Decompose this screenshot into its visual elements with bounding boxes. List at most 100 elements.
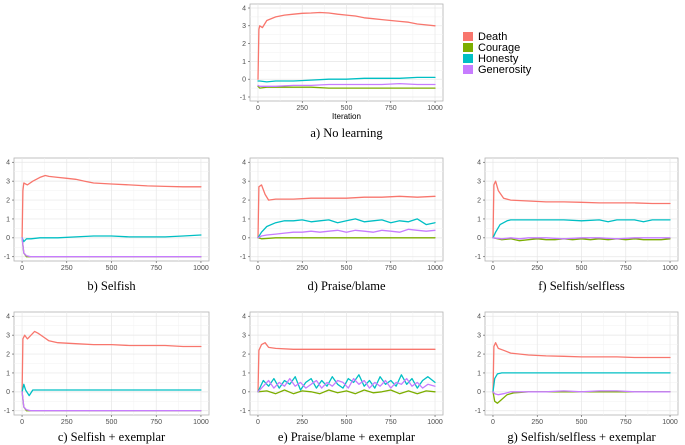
x-tick-label: 1000 [427,265,443,272]
series-line-courage [492,237,671,242]
x-tick-label: 500 [106,265,118,272]
x-tick-label: 750 [620,419,632,426]
y-tick-label: -1 [4,254,10,261]
series-line-honesty [257,218,436,239]
x-tick-label: 500 [341,419,353,426]
x-tick-label: 1000 [427,105,443,112]
x-tick-label: 0 [20,419,24,426]
series-line-generosity [257,377,436,393]
y-tick-label: 4 [6,160,10,167]
x-tick-label: 500 [341,105,353,112]
series-line-death [21,330,202,393]
x-tick-label: 0 [256,265,260,272]
x-tick-label: 250 [296,105,308,112]
series-line-generosity [21,237,202,258]
y-tick-label: 4 [477,160,481,167]
panel-5: 0 250 500 750 1000 -1 0 1 2 3 4 c) Selfish + exempl… [4,311,210,444]
series-line-generosity [257,82,436,87]
panel-4: 0 250 500 750 1000 -1 0 1 2 3 4 f) Selfish/selfless [475,157,679,293]
y-tick-label: 0 [242,235,246,242]
y-tick-label: 4 [242,314,246,321]
y-tick-label: -1 [240,254,246,261]
y-tick-label: 3 [6,333,10,340]
panel-caption: f) Selfish/selfless [538,279,625,293]
x-tick-label: 500 [576,265,588,272]
x-tick-label: 1000 [193,265,209,272]
legend-swatch-generosity [463,65,473,74]
series-line-courage [257,389,436,395]
panel-6: 0 250 500 750 1000 -1 0 1 2 3 4 e) Praise/blame + e… [240,311,444,444]
y-tick-label: 3 [477,333,481,340]
x-tick-label: 0 [491,419,495,426]
series-line-death [257,342,436,393]
y-tick-label: 0 [6,235,10,242]
y-tick-label: -1 [240,408,246,415]
y-tick-label: 0 [242,389,246,396]
x-tick-label: 500 [576,419,588,426]
panel-caption: e) Praise/blame + exemplar [278,430,416,444]
y-tick-label: 3 [242,179,246,186]
x-tick-label: 1000 [662,419,678,426]
y-tick-label: 1 [242,370,246,377]
legend-swatch-honesty [463,54,473,63]
legend-label-generosity: Generosity [478,64,532,76]
y-tick-label: 1 [477,216,481,223]
y-tick-label: 0 [242,77,246,84]
panel-caption: b) Selfish [87,279,136,293]
x-tick-label: 250 [61,419,73,426]
x-tick-label: 500 [341,265,353,272]
legend-swatch-death [463,32,473,41]
x-tick-label: 750 [385,265,397,272]
series-line-death [21,174,202,239]
y-tick-label: 3 [242,23,246,30]
series-line-honesty [492,372,671,393]
panel-2: 0 250 500 750 1000 -1 0 1 2 3 4 b) Selfish [4,157,210,293]
panel-caption: g) Selfish/selfless + exemplar [507,430,656,444]
x-tick-label: 250 [61,265,73,272]
x-tick-label: 0 [256,105,260,112]
series-line-courage [257,85,436,89]
series-line-honesty [21,234,202,243]
series-line-generosity [492,237,671,240]
y-tick-label: 1 [242,216,246,223]
y-tick-label: 2 [477,197,481,204]
y-tick-label: 4 [242,5,246,12]
series-line-honesty [492,219,671,239]
x-tick-label: 0 [256,419,260,426]
x-tick-label: 500 [106,419,118,426]
y-tick-label: 0 [477,389,481,396]
y-tick-label: 3 [477,179,481,186]
panel-caption: a) No learning [310,126,383,140]
x-tick-label: 250 [296,265,308,272]
series-line-death [257,184,436,239]
y-tick-label: 2 [6,351,10,358]
y-tick-label: 2 [242,41,246,48]
series-line-death [492,180,671,239]
legend-label-courage: Courage [478,42,520,54]
y-tick-label: 1 [477,370,481,377]
y-tick-label: -1 [475,254,481,261]
x-tick-label: 250 [531,419,543,426]
y-tick-label: 2 [242,197,246,204]
x-tick-label: 0 [20,265,24,272]
y-tick-label: 2 [6,197,10,204]
x-axis-label: Iteration [332,112,361,121]
x-tick-label: 250 [531,265,543,272]
panel-3: 0 250 500 750 1000 -1 0 1 2 3 4 d) Praise/blame [240,157,444,293]
y-tick-label: 0 [477,235,481,242]
series-line-honesty [257,76,436,83]
panel-1: 0 250 500 750 1000 -1 0 1 2 3 4 Iteration a) No lear… [240,3,444,140]
series-line-honesty [21,383,202,397]
y-tick-label: 4 [242,160,246,167]
x-tick-label: 750 [150,265,162,272]
y-tick-label: 1 [242,59,246,66]
y-tick-label: -1 [475,408,481,415]
x-tick-label: 1000 [427,419,443,426]
x-tick-label: 750 [385,419,397,426]
y-tick-label: 3 [242,333,246,340]
y-tick-label: 4 [6,314,10,321]
x-tick-label: 1000 [193,419,209,426]
y-tick-label: 3 [6,179,10,186]
y-tick-label: 2 [477,351,481,358]
